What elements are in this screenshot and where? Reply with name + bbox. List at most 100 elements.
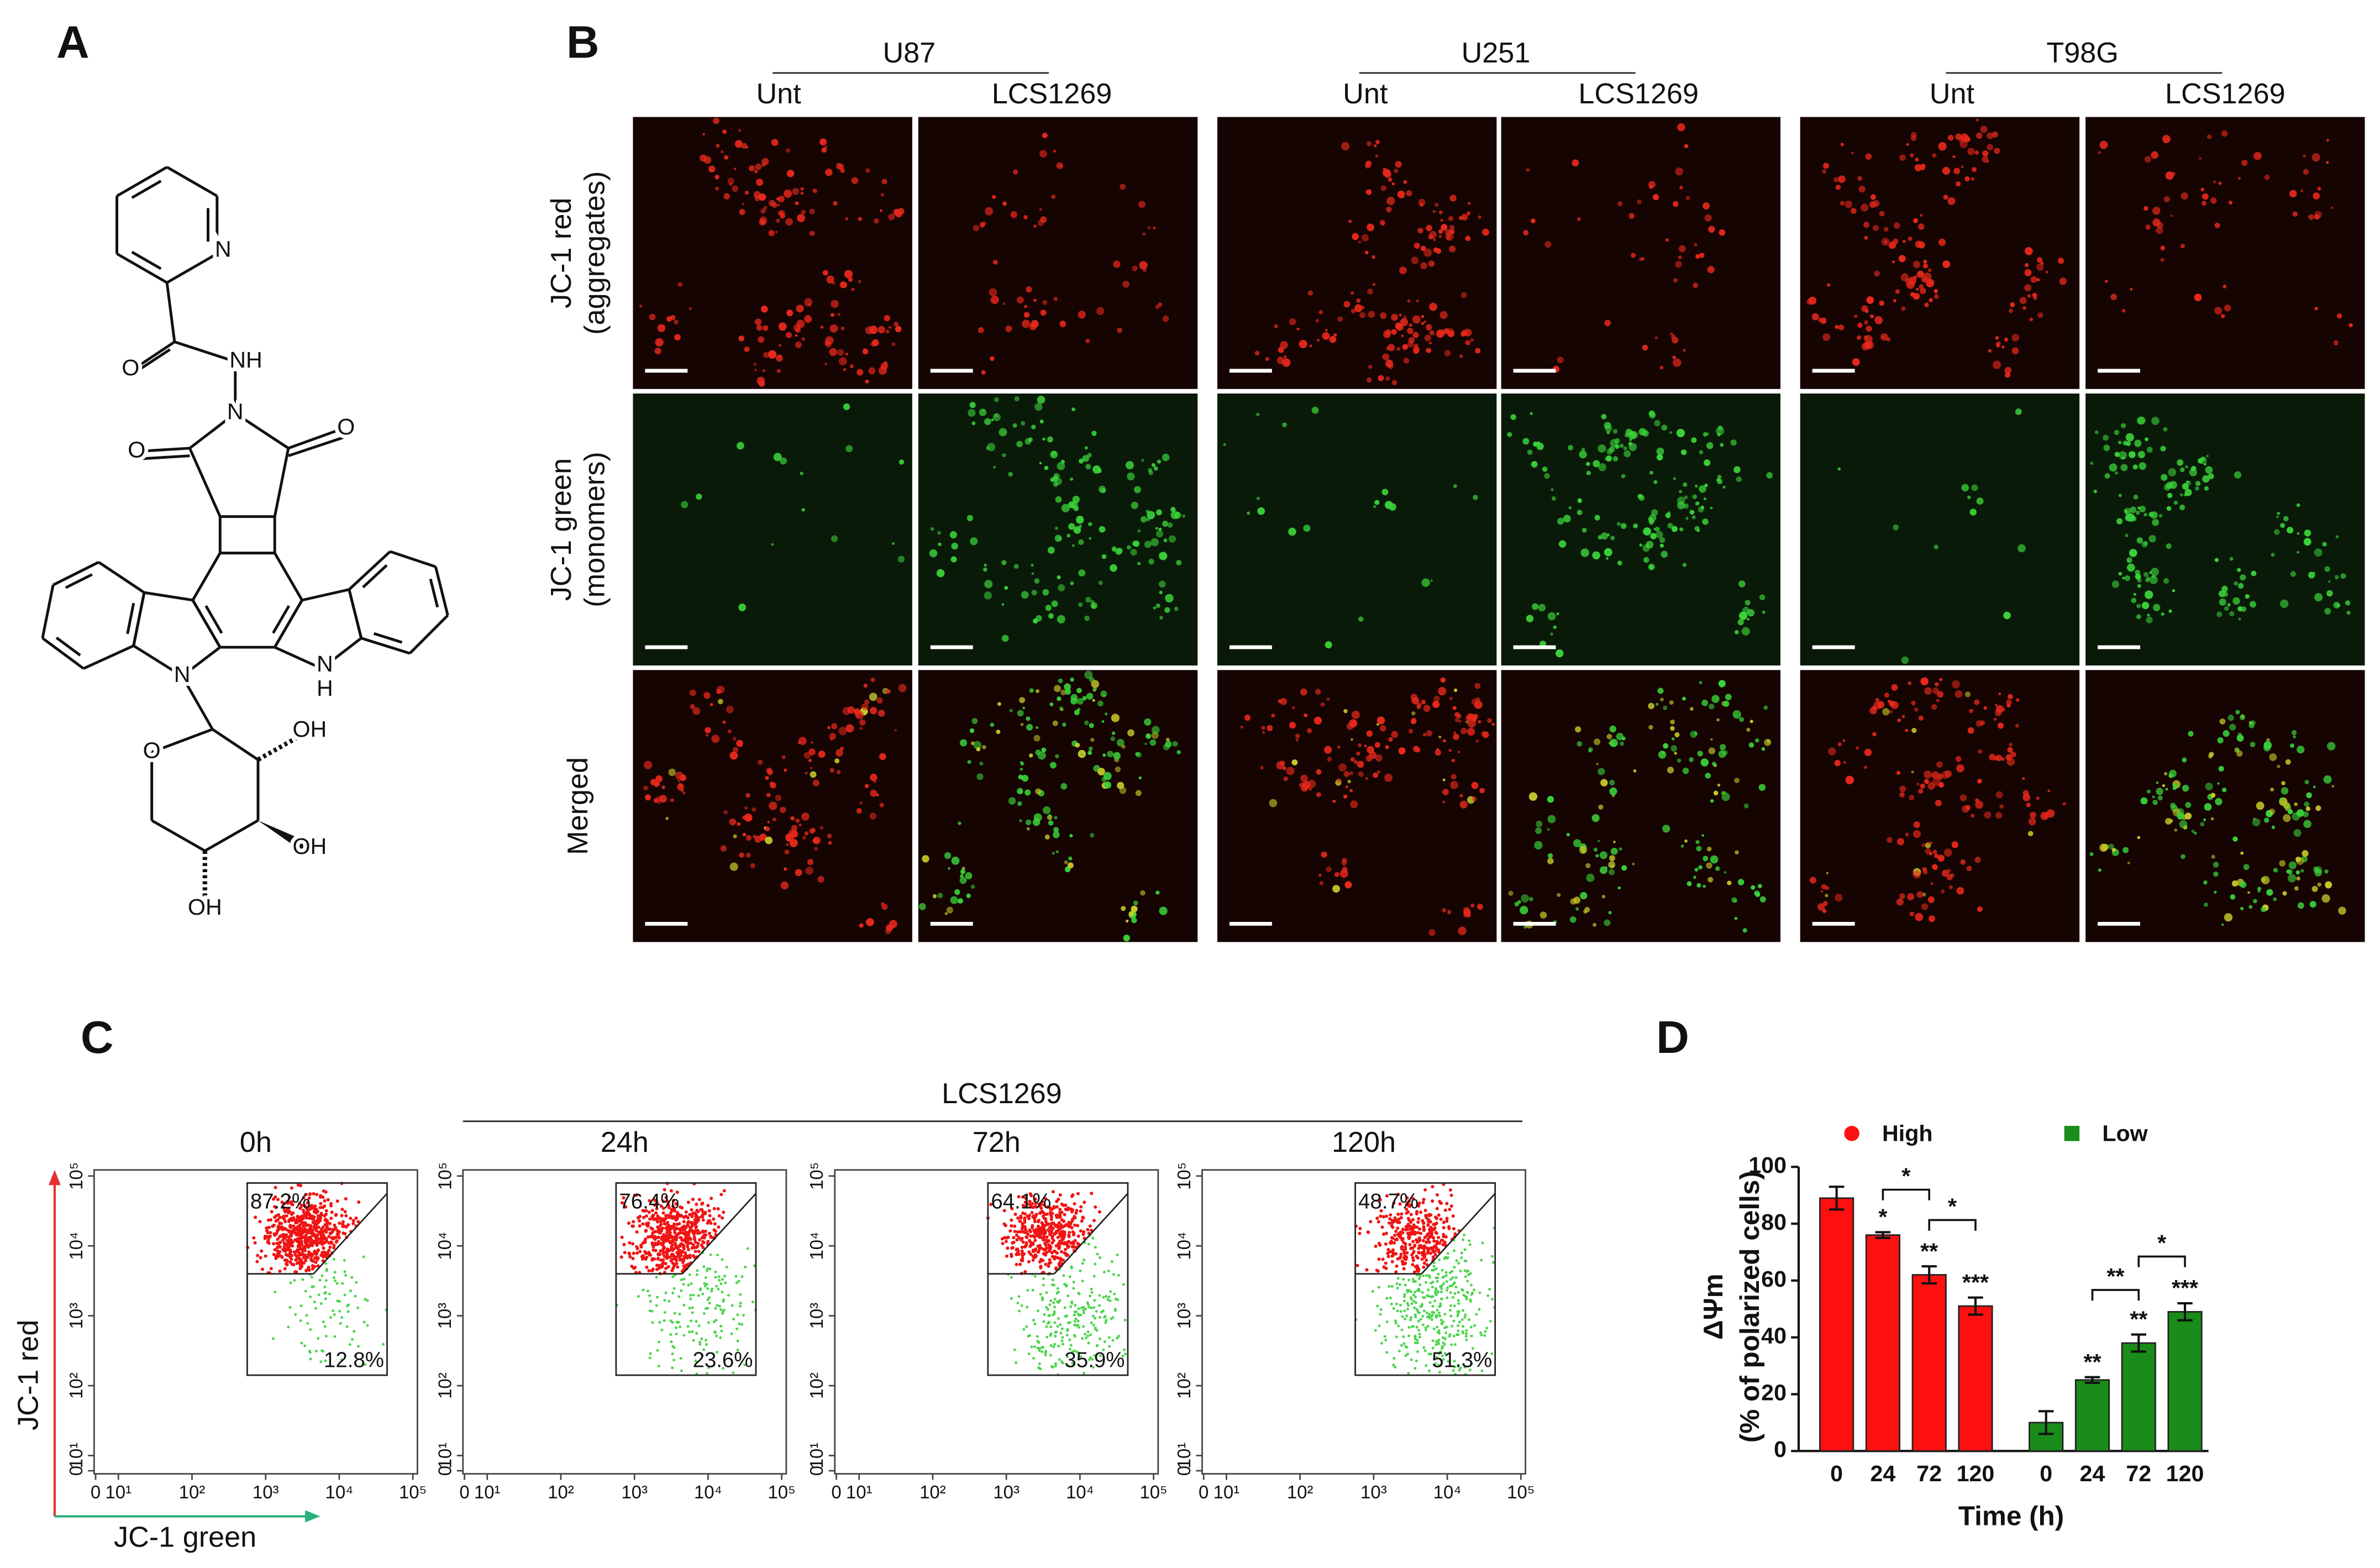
- cell-signal: [1307, 290, 1314, 296]
- event: [1431, 1249, 1435, 1252]
- event: [1088, 1224, 1092, 1228]
- event: [334, 1235, 338, 1239]
- x-tick-label: 10¹: [105, 1482, 132, 1502]
- cell-signal: [1694, 484, 1698, 488]
- cell-signal: [1133, 541, 1140, 547]
- event: [1411, 1258, 1415, 1262]
- cell-signal: [655, 781, 660, 786]
- cell-signal: [1282, 422, 1287, 428]
- cell-signal: [1857, 322, 1863, 328]
- cell-signal: [1691, 437, 1697, 443]
- micrograph-background: [633, 117, 912, 389]
- event: [686, 1245, 690, 1249]
- event: [1416, 1203, 1420, 1207]
- cell-signal: [1082, 696, 1087, 701]
- event: [1053, 1312, 1056, 1315]
- event: [276, 1198, 280, 1202]
- event: [290, 1213, 293, 1216]
- event: [269, 1267, 273, 1271]
- cell-signal: [1908, 236, 1913, 241]
- cell-signal: [1410, 719, 1416, 725]
- event: [1054, 1244, 1058, 1248]
- cell-signal: [844, 270, 853, 279]
- event: [676, 1233, 680, 1236]
- event: [689, 1297, 692, 1300]
- cell-signal: [2269, 753, 2277, 761]
- cell-signal: [1379, 725, 1386, 732]
- cell-signal: [1999, 804, 2004, 809]
- cell-signal: [1609, 725, 1616, 733]
- event: [1054, 1365, 1057, 1368]
- cell-signal: [1385, 376, 1390, 381]
- cell-signal: [1395, 322, 1402, 329]
- event: [286, 1247, 290, 1251]
- event: [1054, 1362, 1057, 1365]
- cell-signal: [711, 735, 720, 743]
- cell-signal: [861, 703, 869, 711]
- cell-signal: [1737, 879, 1745, 885]
- event: [1430, 1246, 1433, 1250]
- event: [349, 1289, 352, 1293]
- event: [303, 1253, 307, 1257]
- cell-signal: [1315, 689, 1321, 695]
- cell-signal: [895, 210, 902, 218]
- micrograph-background: [918, 117, 1198, 389]
- event: [1074, 1317, 1078, 1320]
- event: [1028, 1244, 1032, 1248]
- event: [670, 1208, 674, 1212]
- cell-signal: [2213, 862, 2219, 868]
- cell-signal: [1090, 737, 1095, 742]
- cell-signal: [716, 690, 720, 694]
- cell-signal: [2177, 812, 2184, 820]
- cell-signal: [1895, 289, 1900, 294]
- cell-signal: [1376, 723, 1379, 726]
- event: [289, 1281, 292, 1284]
- event: [1445, 1202, 1449, 1205]
- cell-signal: [2288, 874, 2297, 883]
- cell-signal: [2221, 130, 2228, 137]
- cell-signal: [2213, 180, 2216, 183]
- bond: [361, 637, 411, 655]
- event: [675, 1191, 679, 1194]
- event: [317, 1231, 321, 1235]
- event: [1084, 1333, 1087, 1336]
- event: [1422, 1255, 1426, 1259]
- cell-signal: [677, 779, 681, 783]
- cell-signal: [722, 129, 727, 134]
- cell-signal: [1911, 727, 1917, 733]
- event: [263, 1234, 267, 1238]
- cell-signal: [2203, 902, 2208, 907]
- cell-signal: [1616, 522, 1621, 526]
- cell-signal: [1691, 515, 1696, 520]
- bond: [191, 552, 222, 601]
- event: [317, 1225, 321, 1229]
- cell-signal: [1969, 709, 1973, 714]
- event: [291, 1224, 296, 1228]
- cell-signal: [1122, 280, 1129, 288]
- cell-signal: [937, 531, 941, 535]
- cell-signal: [1055, 850, 1059, 853]
- cell-signal: [1921, 843, 1926, 847]
- event: [1358, 1231, 1362, 1235]
- cell-signal: [2122, 847, 2129, 853]
- event: [664, 1214, 668, 1218]
- cell-signal: [778, 344, 782, 347]
- cell-signal: [1710, 799, 1714, 803]
- event: [1095, 1329, 1099, 1332]
- cell-signal: [1068, 856, 1073, 861]
- cell-signal: [714, 175, 719, 180]
- event: [713, 1331, 717, 1334]
- cell-signal: [1943, 848, 1952, 857]
- cell-signal: [1347, 779, 1351, 784]
- event: [1044, 1262, 1048, 1266]
- event: [1082, 1325, 1085, 1328]
- event: [1093, 1354, 1096, 1357]
- cell-signal: [1994, 704, 1998, 707]
- cell-signal: [2304, 780, 2309, 785]
- cell-signal: [2145, 590, 2153, 599]
- cell-signal: [842, 707, 851, 715]
- cell-signal: [1267, 725, 1273, 731]
- cell-signal: [1395, 161, 1402, 168]
- event: [673, 1359, 675, 1362]
- event: [1462, 1325, 1465, 1328]
